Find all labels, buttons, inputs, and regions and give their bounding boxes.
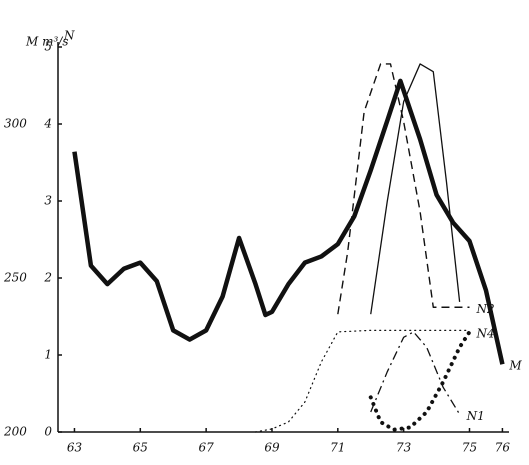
series-line xyxy=(254,329,471,433)
series-line xyxy=(370,331,461,415)
y-tick-label: 200 xyxy=(3,425,27,439)
y2-axis-title: N xyxy=(63,29,75,43)
x-tick-label: 71 xyxy=(330,441,345,455)
x-tick-label: 73 xyxy=(396,441,412,455)
y2-tick-label: 5 xyxy=(44,40,52,54)
x-tick-label: 75 xyxy=(462,441,477,455)
y2-tick-label: 1 xyxy=(44,348,52,362)
y-tick-label: 300 xyxy=(4,117,27,131)
x-tick-label: 63 xyxy=(67,441,83,455)
series-label: N1 xyxy=(466,409,485,423)
y2-tick-label: 4 xyxy=(43,117,52,131)
series-label: M xyxy=(508,359,522,373)
series-label: N2 xyxy=(475,302,494,316)
series-line xyxy=(368,329,472,432)
x-tick-label: 69 xyxy=(264,441,280,455)
y2-tick-label: 2 xyxy=(43,271,52,285)
series-label: N4 xyxy=(475,326,494,340)
y-tick-label: 250 xyxy=(3,271,27,285)
series-line xyxy=(370,63,461,315)
series-line xyxy=(72,78,505,365)
y2-tick-label: 0 xyxy=(44,425,52,439)
series-line xyxy=(337,63,470,315)
y2-tick-label: 3 xyxy=(44,194,52,208)
x-tick-label: 76 xyxy=(495,441,511,455)
x-tick-label: 65 xyxy=(133,441,148,455)
x-tick-label: 67 xyxy=(198,441,214,455)
